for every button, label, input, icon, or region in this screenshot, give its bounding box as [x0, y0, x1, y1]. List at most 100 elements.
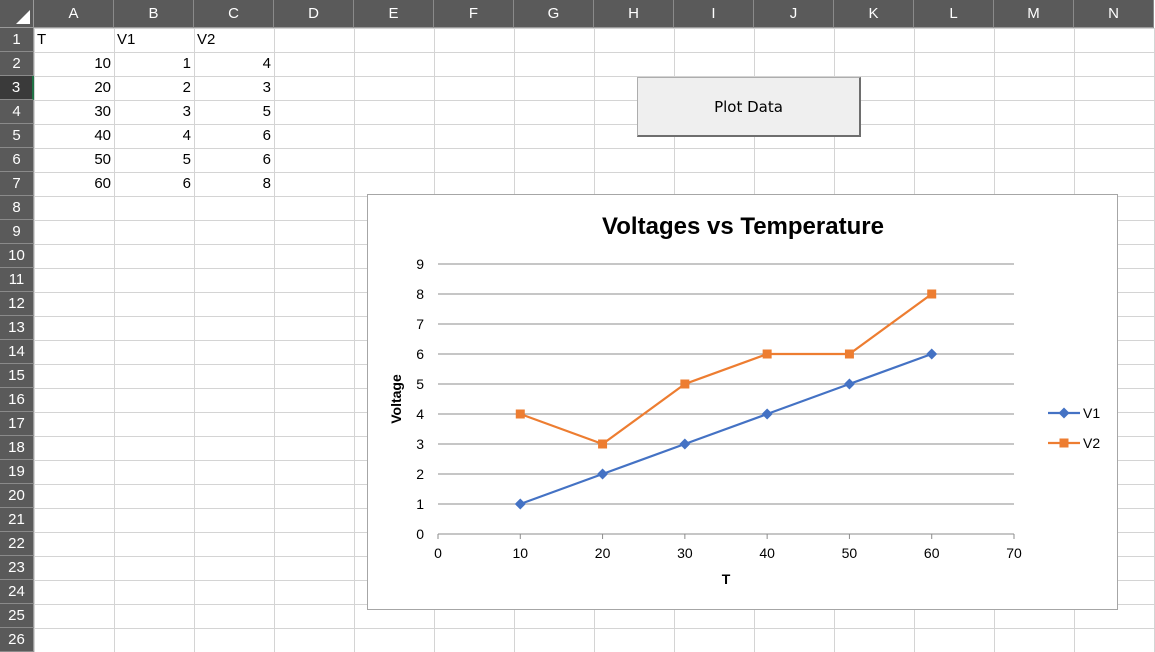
row-header-13[interactable]: 13 — [0, 316, 34, 340]
y-axis-title: Voltage — [388, 374, 404, 424]
column-header-e[interactable]: E — [354, 0, 434, 28]
data-cell[interactable]: 6 — [262, 127, 271, 144]
data-cell[interactable]: 5 — [262, 103, 271, 120]
data-cell[interactable]: 1 — [182, 55, 191, 72]
row-header-5[interactable]: 5 — [0, 124, 34, 148]
data-cell[interactable]: 4 — [262, 55, 271, 72]
data-cell[interactable]: 50 — [94, 151, 111, 168]
row-header-22[interactable]: 22 — [0, 532, 34, 556]
x-tick-label: 0 — [434, 545, 442, 561]
x-tick-label: 50 — [842, 545, 858, 561]
row-header-26[interactable]: 26 — [0, 628, 34, 652]
data-cell[interactable]: 3 — [262, 79, 271, 96]
legend: V1 V2 — [1048, 405, 1100, 451]
y-tick-label: 6 — [416, 346, 424, 362]
row-header-11[interactable]: 11 — [0, 268, 34, 292]
plot-data-button[interactable]: Plot Data — [637, 77, 861, 137]
column-header-c[interactable]: C — [194, 0, 274, 28]
data-point-v2 — [844, 349, 854, 359]
legend-label-v1: V1 — [1083, 405, 1100, 421]
row-header-8[interactable]: 8 — [0, 196, 34, 220]
x-tick-label: 70 — [1006, 545, 1022, 561]
data-cell[interactable]: 6 — [262, 151, 271, 168]
row-header-20[interactable]: 20 — [0, 484, 34, 508]
data-point-v2 — [515, 409, 525, 419]
row-header-14[interactable]: 14 — [0, 340, 34, 364]
row-header-1[interactable]: 1 — [0, 28, 34, 52]
data-cell[interactable]: 2 — [182, 79, 191, 96]
y-tick-label: 9 — [416, 256, 424, 272]
row-header-2[interactable]: 2 — [0, 52, 34, 76]
chart[interactable]: Voltages vs Temperature Voltage T 0 1 2 3 4 5… — [367, 194, 1118, 610]
chart-svg: Voltages vs Temperature Voltage T 0 1 2 3 4 5… — [388, 213, 1100, 587]
chart-title: Voltages vs Temperature — [602, 213, 884, 240]
row-header-24[interactable]: 24 — [0, 580, 34, 604]
row-header-21[interactable]: 21 — [0, 508, 34, 532]
select-all-corner[interactable] — [0, 0, 34, 28]
row-header-9[interactable]: 9 — [0, 220, 34, 244]
data-point-v1 — [514, 498, 526, 510]
row-header-15[interactable]: 15 — [0, 364, 34, 388]
y-tick-label: 8 — [416, 286, 424, 302]
y-tick-label: 3 — [416, 436, 424, 452]
column-header-i[interactable]: I — [674, 0, 754, 28]
data-cell[interactable]: 6 — [182, 175, 191, 192]
row-header-17[interactable]: 17 — [0, 412, 34, 436]
row-header-6[interactable]: 6 — [0, 148, 34, 172]
row-header-4[interactable]: 4 — [0, 100, 34, 124]
header-cell-t[interactable]: T — [37, 31, 47, 48]
column-header-l[interactable]: L — [914, 0, 994, 28]
row-header-18[interactable]: 18 — [0, 436, 34, 460]
header-cell-v1[interactable]: V1 — [117, 31, 136, 48]
y-tick-label: 0 — [416, 526, 424, 542]
row-header-25[interactable]: 25 — [0, 604, 34, 628]
column-header-j[interactable]: J — [754, 0, 834, 28]
data-cell[interactable]: 40 — [94, 127, 111, 144]
column-header-d[interactable]: D — [274, 0, 354, 28]
x-tick-label: 10 — [512, 545, 528, 561]
data-cell[interactable]: 4 — [182, 127, 191, 144]
data-cell[interactable]: 20 — [94, 79, 111, 96]
data-point-v2 — [680, 379, 690, 389]
column-header-h[interactable]: H — [594, 0, 674, 28]
row-header-19[interactable]: 19 — [0, 460, 34, 484]
y-tick-label: 7 — [416, 316, 424, 332]
plot-data-button-label: Plot Data — [714, 97, 783, 116]
legend-marker-v2 — [1059, 438, 1069, 448]
data-cell[interactable]: 60 — [94, 175, 111, 192]
row-header-10[interactable]: 10 — [0, 244, 34, 268]
data-cell[interactable]: 10 — [94, 55, 111, 72]
x-axis-title: T — [722, 571, 731, 587]
data-point-v2 — [598, 439, 608, 449]
x-tick-label: 20 — [595, 545, 611, 561]
column-header-m[interactable]: M — [994, 0, 1074, 28]
data-point-v1 — [679, 438, 691, 450]
legend-marker-v1 — [1058, 407, 1070, 419]
data-point-v2 — [762, 349, 772, 359]
data-point-v1 — [926, 348, 938, 360]
column-header-n[interactable]: N — [1074, 0, 1154, 28]
row-header-7[interactable]: 7 — [0, 172, 34, 196]
row-header-16[interactable]: 16 — [0, 388, 34, 412]
row-header-3[interactable]: 3 — [0, 76, 34, 100]
data-cell[interactable]: 3 — [182, 103, 191, 120]
x-tick-label: 30 — [677, 545, 693, 561]
data-cell[interactable]: 5 — [182, 151, 191, 168]
row-header-12[interactable]: 12 — [0, 292, 34, 316]
header-cell-v2[interactable]: V2 — [197, 31, 216, 48]
series-line-v2 — [519, 293, 933, 446]
column-header-b[interactable]: B — [114, 0, 194, 28]
column-header-a[interactable]: A — [34, 0, 114, 28]
data-cell[interactable]: 8 — [262, 175, 271, 192]
data-cell[interactable]: 30 — [94, 103, 111, 120]
series-line-v1 — [519, 352, 933, 506]
data-point-v1 — [843, 378, 855, 390]
select-all-triangle-icon — [16, 10, 30, 24]
row-header-23[interactable]: 23 — [0, 556, 34, 580]
data-point-v2 — [927, 289, 937, 299]
column-header-k[interactable]: K — [834, 0, 914, 28]
column-header-f[interactable]: F — [434, 0, 514, 28]
y-tick-label: 1 — [416, 496, 424, 512]
column-header-g[interactable]: G — [514, 0, 594, 28]
x-tick-label: 60 — [924, 545, 940, 561]
